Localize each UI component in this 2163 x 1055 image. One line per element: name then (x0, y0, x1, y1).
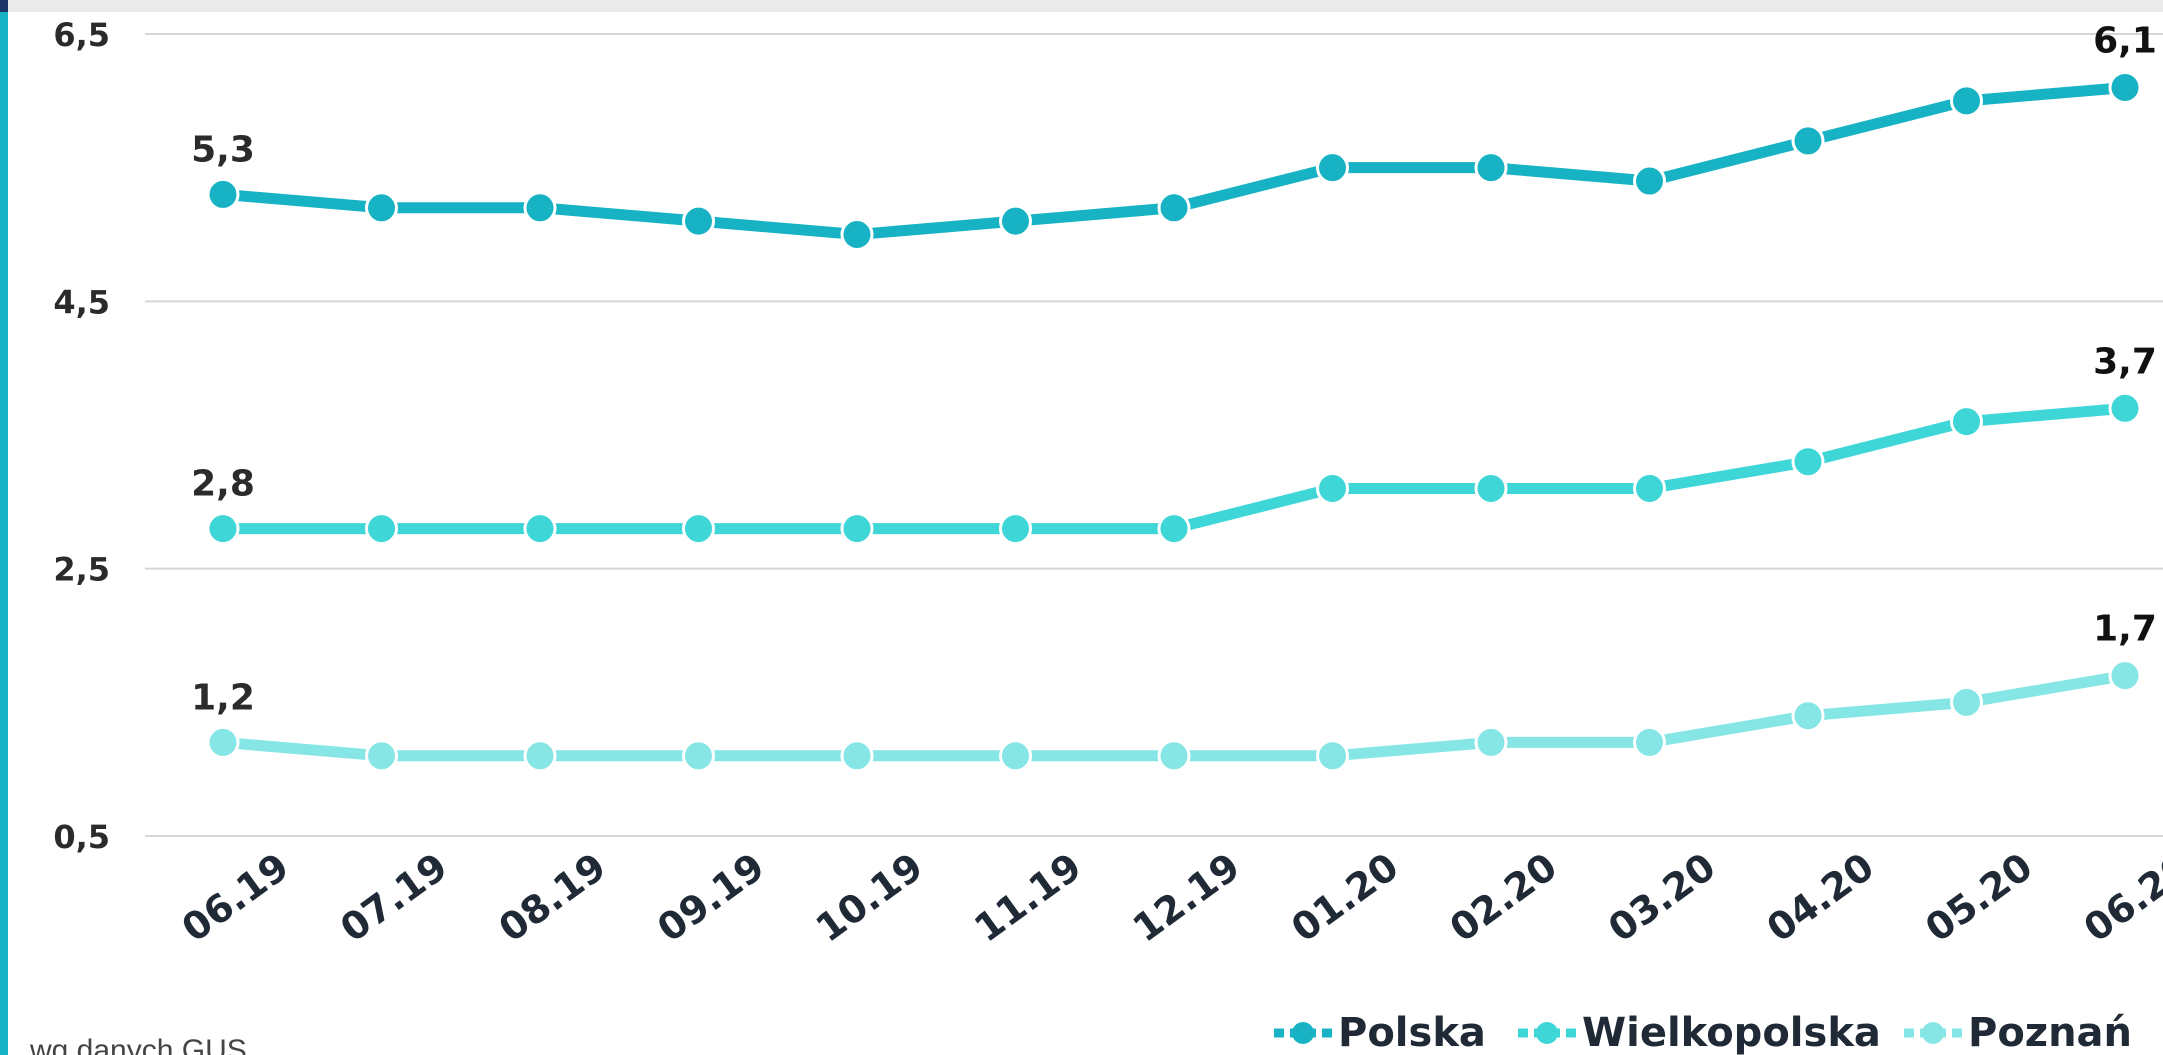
series-line-wielkopolska (217, 402, 2131, 535)
data-point (1157, 191, 1191, 225)
x-tick-label: 04.20 (1759, 844, 1882, 950)
data-point (1633, 471, 1666, 505)
data-point (682, 739, 715, 773)
legend-item-wielkopolska: Wielkopolska (1516, 1008, 1881, 1055)
data-point (206, 725, 240, 759)
data-point (206, 512, 240, 546)
data-point (1157, 739, 1191, 773)
data-point (1157, 512, 1191, 546)
data-point (2108, 391, 2142, 425)
data-labels: 5,3 6,1 2,8 3,7 1,2 1,7 (191, 20, 2157, 718)
data-point (1791, 124, 1825, 158)
legend-marker-poznan (1904, 1022, 1962, 1044)
data-label-last: 1,7 (2093, 609, 2157, 650)
x-tick-label: 12.19 (1125, 844, 1248, 950)
x-tick-label: 09.19 (649, 844, 772, 950)
series-group (206, 70, 2142, 773)
data-point (1474, 151, 1508, 185)
data-point (1950, 405, 1983, 439)
data-point (523, 739, 557, 773)
grid-lines (145, 33, 2163, 837)
data-point (1316, 471, 1349, 505)
y-axis-ticks: 6,5 4,5 2,5 0,5 (53, 16, 110, 856)
data-point (840, 512, 874, 546)
x-tick-label: 08.19 (491, 844, 614, 950)
legend-label-wielkopolska: Wielkopolska (1582, 1010, 1881, 1055)
x-tick-label: 10.19 (808, 844, 931, 950)
data-point (999, 739, 1032, 773)
legend-label-polska: Polska (1338, 1010, 1486, 1055)
data-point (1633, 725, 1666, 759)
legend-item-polska: Polska (1272, 1008, 1486, 1055)
x-tick-label: 06.19 (174, 844, 297, 950)
x-tick-label: 01.20 (1283, 844, 1406, 950)
data-point (206, 177, 240, 211)
data-point (999, 204, 1032, 238)
legend-marker-wielkopolska (1518, 1022, 1576, 1044)
data-point (365, 512, 398, 546)
data-label-last: 6,1 (2093, 20, 2157, 61)
legend-marker-polska (1274, 1022, 1332, 1044)
x-tick-label: 06.20 (2076, 844, 2163, 950)
data-point (1316, 151, 1349, 185)
data-point (999, 512, 1032, 546)
top-strip (0, 0, 2163, 12)
x-tick-label: 05.20 (1917, 844, 2040, 950)
data-point (840, 218, 874, 251)
data-point (1474, 471, 1508, 505)
data-point (1950, 84, 1983, 118)
y-tick-label: 2,5 (53, 551, 110, 589)
data-point (1791, 445, 1825, 479)
data-point (365, 739, 398, 773)
x-tick-label: 02.20 (1442, 844, 1565, 950)
data-point (682, 512, 715, 546)
y-tick-label: 4,5 (53, 283, 110, 321)
data-point (1474, 725, 1508, 759)
data-point (840, 739, 874, 773)
data-point (523, 191, 557, 225)
data-label-first: 1,2 (191, 677, 255, 718)
data-point (2108, 659, 2142, 693)
data-point (2108, 70, 2142, 104)
left-accent-top (0, 0, 8, 12)
x-tick-label: 07.19 (332, 844, 455, 950)
data-point (523, 512, 557, 546)
legend-label-poznan: Poznań (1968, 1010, 2133, 1055)
data-label-first: 2,8 (191, 464, 255, 505)
data-point (1633, 164, 1666, 198)
data-point (365, 191, 398, 225)
data-point (682, 204, 715, 238)
left-accent-bar (0, 0, 8, 1055)
data-point (1950, 685, 1983, 719)
x-axis-ticks: 06.19 07.19 08.19 09.19 10.19 11.19 12.19 01.20… (174, 844, 2163, 950)
data-label-first: 5,3 (191, 129, 255, 170)
x-tick-label: 11.19 (966, 844, 1089, 950)
x-tick-label: 03.20 (1600, 844, 1723, 950)
y-tick-label: 6,5 (53, 16, 110, 54)
data-label-last: 3,7 (2093, 341, 2157, 382)
data-point (1791, 699, 1825, 733)
source-note: wg danych GUS (30, 1034, 247, 1055)
data-point (1316, 739, 1349, 773)
y-tick-label: 0,5 (53, 818, 110, 856)
legend-item-poznan: Poznań (1902, 1008, 2132, 1055)
